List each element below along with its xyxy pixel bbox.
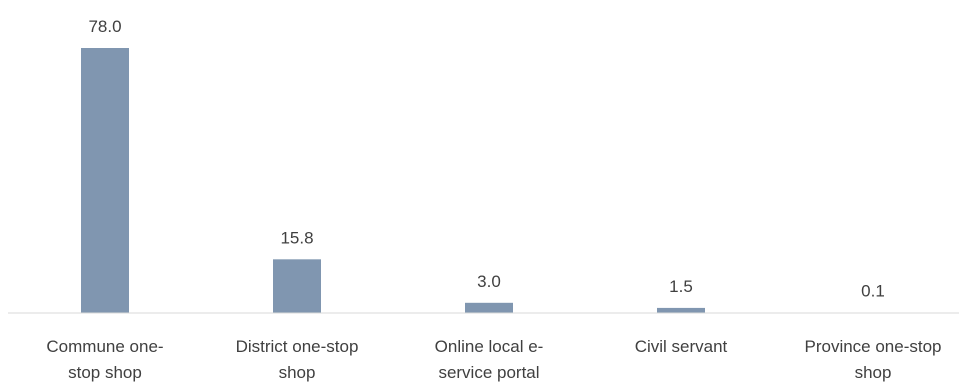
category-label-4-line-1: shop xyxy=(855,363,892,382)
bars-group xyxy=(81,48,897,313)
value-label-1: 15.8 xyxy=(280,228,313,247)
bar-2 xyxy=(465,302,513,313)
category-label-0-line-1: stop shop xyxy=(68,363,142,382)
category-label-2-line-0: Online local e- xyxy=(435,337,544,356)
bar-0 xyxy=(81,48,129,313)
category-label-3-line-0: Civil servant xyxy=(635,337,728,356)
category-label-0-line-0: Commune one- xyxy=(46,337,163,356)
category-label-1-line-1: shop xyxy=(279,363,316,382)
value-label-4: 0.1 xyxy=(861,282,885,301)
bar-3 xyxy=(657,307,705,313)
value-label-2: 3.0 xyxy=(477,272,501,291)
value-label-0: 78.0 xyxy=(88,17,121,36)
category-label-1-line-0: District one-stop xyxy=(236,337,359,356)
value-labels-group: 78.0 15.8 3.0 1.5 0.1 xyxy=(88,17,884,301)
bar-1 xyxy=(273,259,321,313)
category-label-4-line-0: Province one-stop xyxy=(804,337,941,356)
value-label-3: 1.5 xyxy=(669,277,693,296)
category-label-2-line-1: service portal xyxy=(438,363,539,382)
category-labels-group: Commune one-stop shop District one-stop sh… xyxy=(46,337,941,382)
